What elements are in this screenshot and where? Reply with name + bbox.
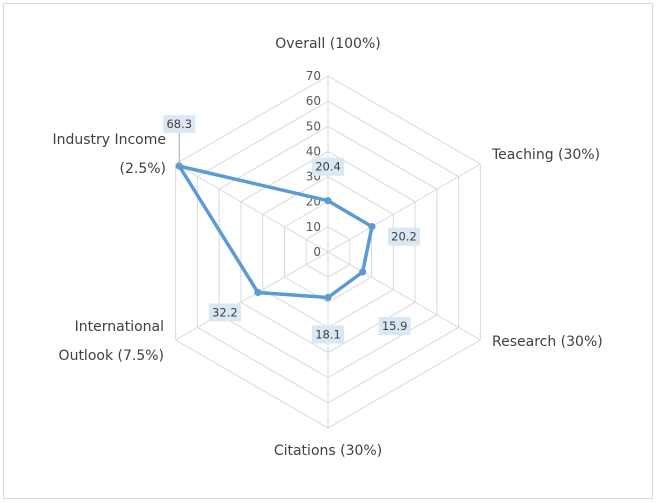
data-label-box	[208, 303, 241, 322]
data-label: 68.3	[166, 117, 192, 131]
tick-label: 70	[306, 69, 321, 83]
data-label-box	[163, 115, 196, 134]
tick-label: 10	[306, 220, 321, 234]
category-label: Industry Income	[52, 132, 166, 148]
tick-label: 0	[313, 245, 321, 259]
tick-label: 40	[306, 144, 321, 158]
data-point	[359, 268, 367, 276]
data-label-box	[387, 227, 420, 246]
grid-spoke	[327, 251, 481, 341]
category-label: (2.5%)	[120, 161, 167, 177]
category-label: Teaching (30%)	[491, 147, 600, 163]
data-point	[254, 288, 262, 297]
grid-spoke	[175, 251, 329, 341]
grid-spoke	[327, 163, 481, 253]
grid-spoke	[175, 163, 329, 253]
tick-label: 60	[306, 94, 321, 108]
data-label: 32.2	[212, 305, 238, 319]
data-label-box	[378, 316, 411, 335]
data-point	[324, 293, 332, 302]
data-label: 20.4	[315, 160, 341, 174]
tick-label: 50	[306, 119, 321, 133]
chart-area: 0 10 20 30 40 50 60 70 Overall (100%) Teaching (3…	[3, 3, 653, 499]
data-point	[324, 197, 332, 205]
category-label: Research (30%)	[492, 334, 603, 350]
category-label: Outlook (7.5%)	[59, 348, 164, 364]
data-label-box	[312, 157, 344, 176]
data-point	[368, 223, 376, 231]
data-label: 18.1	[315, 328, 341, 342]
category-label: Overall (100%)	[275, 36, 380, 52]
data-label-box	[312, 325, 344, 344]
data-label: 15.9	[382, 319, 408, 333]
category-label: International	[75, 319, 164, 335]
data-point	[175, 162, 183, 170]
category-label: Citations (30%)	[274, 443, 382, 459]
data-label: 20.2	[391, 230, 417, 244]
